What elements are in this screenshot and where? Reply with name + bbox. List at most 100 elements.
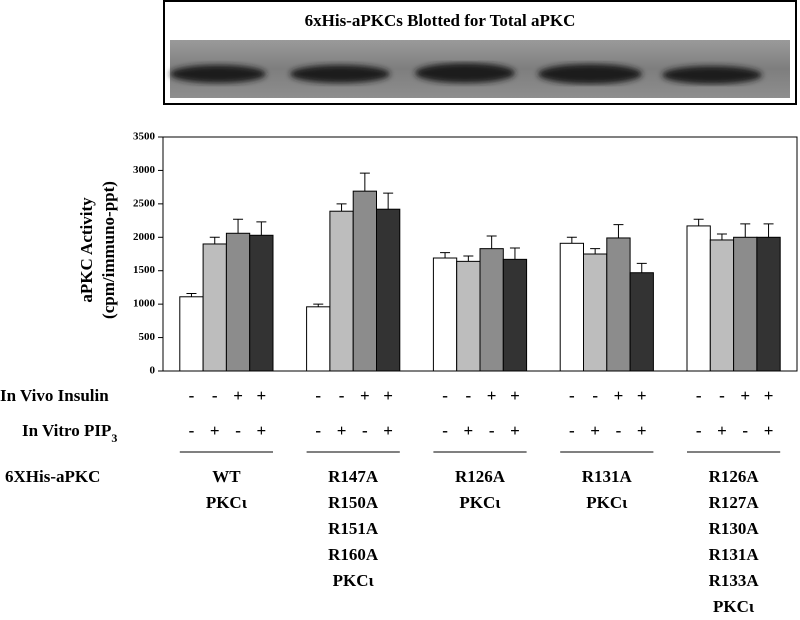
error-bar — [440, 252, 451, 259]
condition-sign: + — [510, 421, 520, 440]
condition-sign: + — [257, 386, 267, 405]
condition-sign: + — [487, 386, 497, 405]
condition-sign: + — [637, 421, 647, 440]
condition-sign: + — [233, 386, 243, 405]
condition-sign: - — [719, 386, 725, 405]
condition-sign: + — [764, 386, 774, 405]
x-tick-label: R131A — [582, 467, 633, 486]
blot-bands — [170, 63, 762, 84]
condition-sign: - — [315, 421, 321, 440]
x-tick-label: R126A — [455, 467, 506, 486]
condition-sign: - — [189, 421, 195, 440]
error-bar — [463, 255, 474, 262]
x-tick-label: R130A — [709, 519, 760, 538]
x-tick-label: R131A — [709, 545, 760, 564]
error-bar — [509, 247, 520, 260]
bar — [456, 260, 481, 372]
row-label-text: In Vitro PIP — [22, 421, 111, 440]
condition-sign: - — [696, 386, 702, 405]
condition-sign: - — [189, 386, 195, 405]
condition-sign: + — [510, 386, 520, 405]
error-bar — [566, 236, 577, 244]
error-bar — [613, 224, 624, 238]
x-tick-label: R151A — [328, 519, 379, 538]
x-tick-label: R150A — [328, 493, 379, 512]
y-tick-label: 0 — [150, 365, 156, 377]
bar — [249, 234, 274, 372]
error-bar — [209, 236, 220, 244]
condition-sign: - — [315, 386, 321, 405]
condition-sign: + — [637, 386, 647, 405]
blot: 6xHis-aPKCs Blotted for Total aPKC — [163, 0, 797, 105]
x-tick-label: PKCι — [713, 597, 755, 616]
error-bar — [313, 303, 324, 307]
condition-sign: + — [590, 421, 600, 440]
bar — [559, 242, 585, 372]
condition-sign: + — [614, 386, 624, 405]
y-tick-label: 2500 — [133, 197, 156, 209]
condition-sign: - — [235, 421, 241, 440]
error-bar — [763, 223, 774, 238]
bar — [179, 296, 204, 372]
x-tick-label: R126A — [709, 467, 760, 486]
condition-sign: - — [489, 421, 495, 440]
bar — [376, 208, 401, 372]
row-label: In Vivo Insulin — [0, 386, 109, 405]
bar — [686, 225, 711, 372]
bar — [352, 190, 378, 372]
condition-sign: + — [257, 421, 267, 440]
bar — [709, 239, 735, 372]
y-tick-label: 3500 — [133, 131, 156, 143]
error-bar — [233, 218, 244, 234]
y-tick-label: 1500 — [133, 264, 156, 276]
error-bar — [256, 221, 267, 236]
condition-sign: - — [742, 421, 748, 440]
bar — [225, 232, 251, 372]
x-tick-label: PKCι — [206, 493, 248, 512]
x-tick-label: PKCι — [459, 493, 501, 512]
bar — [432, 257, 458, 372]
condition-sign: + — [740, 386, 750, 405]
x-tick-label: R133A — [709, 571, 760, 590]
bar — [502, 258, 528, 372]
error-bar — [693, 218, 704, 226]
error-bar — [740, 223, 751, 238]
row-label-sub: 3 — [111, 431, 117, 445]
condition-sign: + — [764, 421, 774, 440]
bar — [583, 253, 608, 372]
condition-sign: - — [592, 386, 598, 405]
condition-sign: + — [210, 421, 220, 440]
condition-sign: - — [569, 421, 575, 440]
x-tick-label: R147A — [328, 467, 379, 486]
condition-sign: - — [616, 421, 622, 440]
bar — [202, 243, 227, 372]
bar — [479, 248, 504, 372]
bar — [606, 237, 631, 372]
condition-sign: - — [466, 386, 472, 405]
error-bar — [486, 235, 497, 249]
y-axis-label: aPKC Activity — [77, 197, 96, 303]
y-axis-label: (cpm/immuno-ppt) — [99, 181, 118, 319]
condition-sign: - — [442, 386, 448, 405]
y-tick-label: 1000 — [133, 298, 156, 310]
condition-sign: + — [360, 386, 370, 405]
bar — [733, 236, 758, 372]
error-bar — [359, 172, 370, 192]
x-tick-label: PKCι — [333, 571, 375, 590]
error-bar — [186, 292, 197, 297]
y-tick-label: 3000 — [133, 164, 156, 176]
condition-sign: - — [362, 421, 368, 440]
error-bar — [716, 233, 727, 240]
condition-sign: - — [569, 386, 575, 405]
condition-sign: + — [464, 421, 474, 440]
condition-sign: + — [717, 421, 727, 440]
x-tick-label: R160A — [328, 545, 379, 564]
bar — [629, 272, 654, 372]
bar — [306, 306, 331, 372]
y-tick-label: 2000 — [133, 231, 156, 243]
condition-sign: - — [339, 386, 345, 405]
row-label: 6XHis-aPKC — [5, 467, 100, 486]
y-tick-label: 500 — [139, 331, 156, 343]
bar — [756, 236, 781, 372]
